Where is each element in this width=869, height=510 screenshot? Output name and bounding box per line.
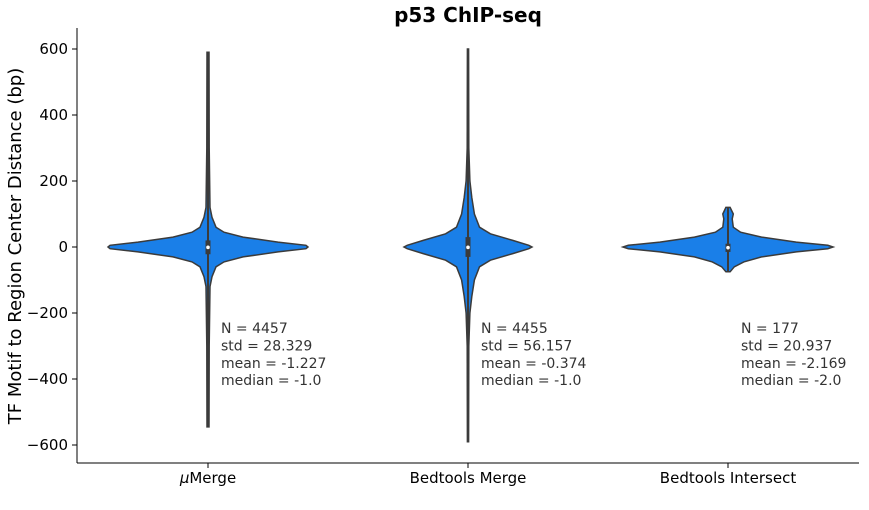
y-tick-label: −600 <box>27 436 68 454</box>
x-tick-label-text: Merge <box>189 469 236 487</box>
y-tick-label: 400 <box>39 106 68 124</box>
stat-annotation-line: mean = -2.169 <box>741 356 846 372</box>
stat-annotation-line: N = 4455 <box>481 321 548 337</box>
chart-title: p53 ChIP-seq <box>394 3 542 27</box>
y-tick-label: 200 <box>39 172 68 190</box>
stat-annotation-line: N = 4457 <box>221 321 288 337</box>
x-tick-label: Bedtools Intersect <box>660 469 797 487</box>
x-tick-label: Bedtools Merge <box>410 469 527 487</box>
stat-annotation-line: std = 56.157 <box>481 338 572 354</box>
x-tick-label-text: Bedtools Merge <box>410 469 527 487</box>
stat-annotation-line: median = -2.0 <box>741 373 841 389</box>
y-tick-label: −200 <box>27 304 68 322</box>
stat-annotation-line: N = 177 <box>741 321 799 337</box>
x-tick-label: μMerge <box>179 469 236 487</box>
violin-median-point <box>466 245 470 250</box>
y-axis-label: TF Motif to Region Center Distance (bp) <box>5 68 26 426</box>
stat-annotation-line: std = 20.937 <box>741 338 832 354</box>
x-tick-label-italic-part: μ <box>179 469 190 487</box>
plot-area <box>106 48 836 443</box>
stat-annotation-line: mean = -1.227 <box>221 356 326 372</box>
x-tick-label-text: Bedtools Intersect <box>660 469 797 487</box>
stat-annotation-line: median = -1.0 <box>221 373 321 389</box>
violin-median-point <box>726 245 730 250</box>
stat-annotation-line: median = -1.0 <box>481 373 581 389</box>
y-tick-label: 600 <box>39 40 68 58</box>
y-tick-label: 0 <box>58 238 68 256</box>
y-tick-label: −400 <box>27 370 68 388</box>
stat-annotation-line: std = 28.329 <box>221 338 312 354</box>
x-axis-ticks: μMerge Bedtools Merge Bedtools Intersect <box>179 463 797 487</box>
stat-annotation-line: mean = -0.374 <box>481 356 587 372</box>
violin-median-point <box>206 245 210 250</box>
y-axis-ticks: 600 400 200 0 −200 −400 −600 <box>27 40 77 454</box>
